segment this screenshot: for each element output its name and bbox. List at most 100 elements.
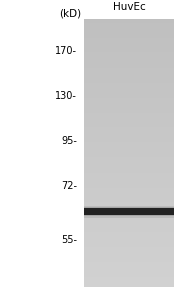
Bar <box>84 194 174 195</box>
Bar <box>84 70 174 71</box>
Bar <box>84 139 174 140</box>
Bar <box>84 35 174 36</box>
Bar <box>84 130 174 131</box>
Bar <box>84 101 174 102</box>
Bar <box>84 229 174 230</box>
Bar <box>84 197 174 198</box>
Bar <box>84 215 174 216</box>
Bar <box>84 69 174 70</box>
Bar <box>84 206 174 218</box>
Bar <box>84 208 174 215</box>
Bar <box>84 219 174 220</box>
Bar <box>84 38 174 39</box>
Bar <box>84 225 174 226</box>
Bar <box>84 179 174 180</box>
Bar <box>84 108 174 109</box>
Bar <box>84 77 174 78</box>
Bar <box>84 49 174 50</box>
Bar <box>84 41 174 42</box>
Bar <box>84 153 174 154</box>
Bar <box>84 102 174 103</box>
Bar <box>84 169 174 170</box>
Bar <box>84 82 174 83</box>
Bar <box>84 238 174 239</box>
Bar <box>84 236 174 237</box>
Bar <box>84 44 174 45</box>
Bar <box>84 218 174 219</box>
Bar <box>84 211 174 212</box>
Bar <box>84 256 174 257</box>
Bar <box>84 249 174 250</box>
Bar <box>84 110 174 111</box>
Bar <box>84 187 174 188</box>
Bar <box>84 136 174 137</box>
Bar <box>84 36 174 37</box>
Text: 170-: 170- <box>55 46 77 56</box>
Text: 72-: 72- <box>61 181 77 191</box>
Bar <box>84 57 174 58</box>
Bar <box>84 90 174 91</box>
Bar <box>84 150 174 151</box>
Bar <box>84 168 174 169</box>
Bar <box>84 104 174 105</box>
Bar <box>84 246 174 247</box>
Bar <box>84 191 174 192</box>
Bar <box>84 166 174 167</box>
Bar <box>84 161 174 162</box>
Bar <box>84 106 174 107</box>
Bar <box>84 235 174 236</box>
Bar <box>84 131 174 132</box>
Bar <box>84 55 174 56</box>
Bar <box>84 260 174 261</box>
Bar <box>84 29 174 30</box>
Bar <box>84 126 174 127</box>
Bar <box>84 252 174 253</box>
Bar <box>84 66 174 67</box>
Bar <box>84 280 174 281</box>
Bar <box>84 239 174 240</box>
Bar <box>84 83 174 84</box>
Bar <box>84 207 174 216</box>
Bar <box>84 167 174 168</box>
Bar <box>84 143 174 144</box>
Bar <box>84 75 174 76</box>
Bar <box>84 91 174 92</box>
Bar <box>84 234 174 235</box>
Bar <box>84 85 174 86</box>
Bar <box>84 105 174 106</box>
Text: (kD): (kD) <box>59 8 81 19</box>
Bar <box>84 171 174 172</box>
Bar <box>84 208 174 209</box>
Bar <box>84 120 174 121</box>
Bar <box>84 124 174 125</box>
Bar <box>84 277 174 278</box>
Bar <box>84 220 174 221</box>
Bar <box>84 258 174 259</box>
Bar <box>84 173 174 174</box>
Bar <box>84 73 174 74</box>
Bar <box>84 165 174 166</box>
Bar <box>84 264 174 265</box>
Bar <box>84 178 174 179</box>
Bar <box>84 146 174 147</box>
Bar <box>84 26 174 27</box>
Bar <box>84 100 174 101</box>
Bar <box>84 174 174 175</box>
Bar <box>84 269 174 270</box>
Bar <box>84 138 174 139</box>
Bar <box>84 151 174 152</box>
Bar <box>84 40 174 41</box>
Bar <box>84 231 174 232</box>
Bar <box>84 263 174 264</box>
Bar <box>84 202 174 203</box>
Bar <box>84 20 174 21</box>
Bar <box>84 261 174 262</box>
Bar <box>84 65 174 66</box>
Bar <box>84 50 174 51</box>
Bar <box>84 78 174 79</box>
Bar <box>84 30 174 31</box>
Bar <box>84 200 174 201</box>
Bar <box>84 214 174 215</box>
Bar <box>84 71 174 72</box>
Bar <box>84 233 174 234</box>
